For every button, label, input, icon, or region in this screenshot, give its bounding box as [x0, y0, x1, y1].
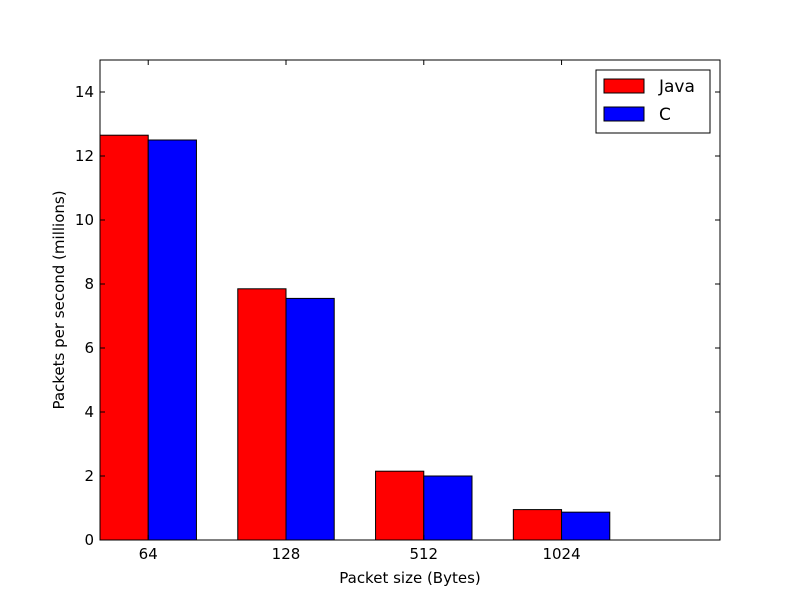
y-axis-label: Packets per second (millions) — [50, 190, 68, 409]
bar-java-512 — [375, 470, 425, 541]
legend-label-c: C — [659, 105, 671, 125]
y-tick-label: 8 — [84, 275, 94, 293]
bar-c-512 — [423, 475, 473, 541]
y-tick-label: 10 — [75, 211, 94, 229]
legend-label-java: Java — [658, 77, 695, 97]
bar-java-64 — [99, 134, 149, 541]
x-tick-label: 512 — [409, 545, 438, 563]
x-tick-label: 128 — [272, 545, 301, 563]
y-tick-label: 14 — [75, 83, 94, 101]
bar-java-128 — [237, 288, 287, 541]
y-tick-label: 12 — [75, 147, 94, 165]
bar-c-128 — [285, 297, 335, 541]
y-tick-label: 2 — [84, 467, 94, 485]
x-axis-label: Packet size (Bytes) — [339, 569, 481, 587]
y-tick-label: 0 — [84, 531, 94, 549]
bars-layer — [99, 134, 611, 541]
legend-swatch-c — [603, 106, 645, 122]
x-tick-label: 64 — [139, 545, 158, 563]
y-tick-label: 4 — [84, 403, 94, 421]
bar-c-64 — [147, 139, 197, 541]
y-tick-label: 6 — [84, 339, 94, 357]
legend-swatch-java — [603, 78, 645, 94]
x-tick-label: 1024 — [542, 545, 580, 563]
bar-java-1024 — [512, 509, 563, 541]
bar-c-1024 — [561, 511, 611, 541]
plot-area — [99, 59, 721, 541]
legend: Java C — [595, 69, 711, 134]
axis-ticks: 0 2 4 6 8 10 12 14 64 128 512 1024 — [75, 60, 720, 563]
